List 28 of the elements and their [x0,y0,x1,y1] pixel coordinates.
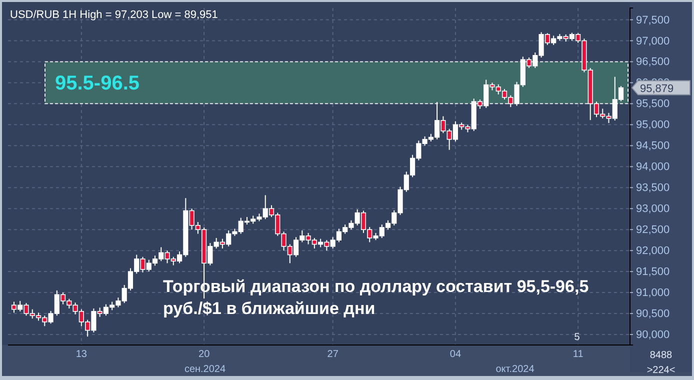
y-tick-label: 91,500 [636,266,670,278]
y-tick-label: 96,500 [636,56,670,68]
annotation: 5 [574,332,580,343]
text: 8488 [650,350,673,361]
y-tick-label: 94,500 [636,140,670,152]
y-tick-label: 90,000 [636,329,670,342]
chart-title: USD/RUB 1H High = 97,203 Low = 89,951 [10,9,218,21]
x-tick-label: 13 [76,349,88,360]
x-tick-label: 20 [198,349,210,360]
x-tick-label: 11 [572,349,584,360]
x-tick-label: 27 [327,349,339,360]
y-tick-label: 95,500 [636,98,670,110]
band-label: 95.5-96.5 [55,72,140,95]
y-tick-label: 90,500 [636,308,670,320]
y-tick-label: 97,500 [636,14,670,26]
y-tick-label: 92,000 [636,245,670,258]
text: 95,879 [640,82,674,95]
y-tick-label: 92,500 [636,224,670,236]
y-tick-label: 97,000 [636,35,670,48]
y-tick-label: 93,500 [636,182,670,194]
text: окт.2024 [496,364,535,375]
x-tick-label: 04 [450,349,462,360]
y-tick-label: 95,000 [636,119,670,132]
text: >224< [646,365,676,376]
text: сен.2024 [184,364,226,375]
y-tick-label: 91,000 [636,287,670,300]
y-tick-label: 94,000 [636,161,670,174]
y-tick-label: 93,000 [636,203,670,216]
